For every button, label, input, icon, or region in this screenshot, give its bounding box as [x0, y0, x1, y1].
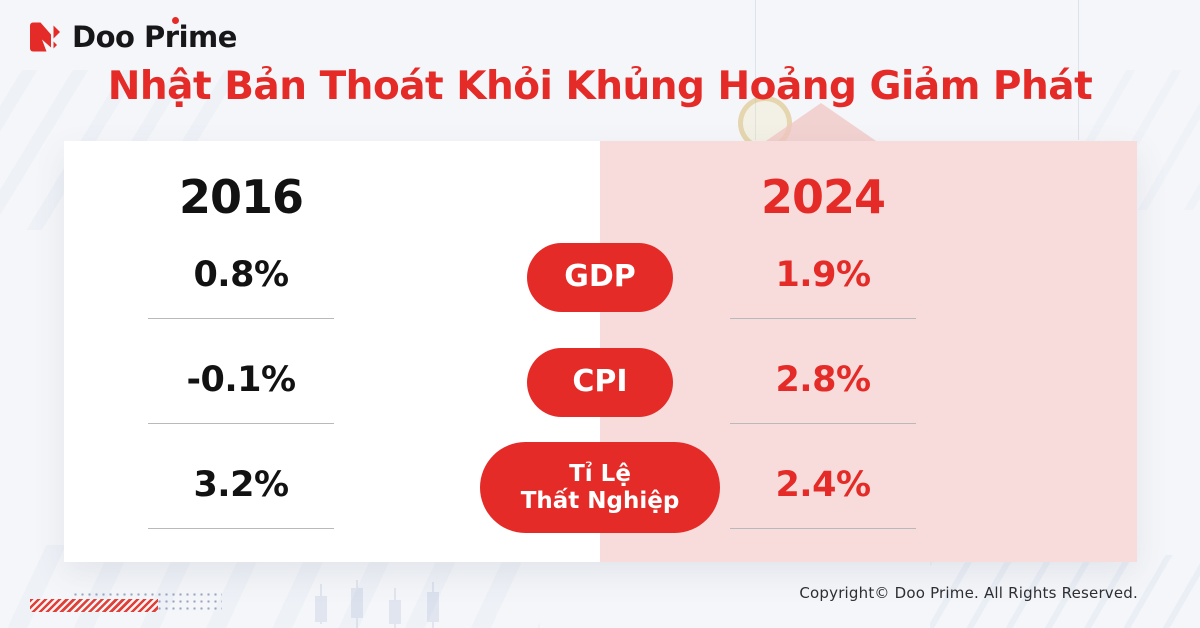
cpi-pill-label: CPI — [572, 364, 628, 400]
divider — [148, 423, 334, 424]
unemployment-pill: Tỉ Lệ Thất Nghiệp — [480, 442, 720, 533]
divider — [148, 528, 334, 529]
divider — [730, 423, 916, 424]
gdp-2016-value: 0.8% — [193, 255, 289, 295]
unemployment-pill-label-line2: Thất Nghiệp — [520, 487, 680, 514]
divider — [148, 318, 334, 319]
unemployment-2016-value: 3.2% — [193, 465, 289, 505]
divider — [730, 528, 916, 529]
doo-prime-logo-icon — [30, 22, 60, 52]
brand-name: Doo Prime — [72, 20, 237, 54]
column-2016: 2016 0.8% -0.1% 3.2% — [51, 141, 431, 562]
page-title: Nhật Bản Thoát Khỏi Khủng Hoảng Giảm Phá… — [107, 64, 1093, 109]
decorative-candlestick-chart — [305, 580, 465, 628]
unemployment-2024-value: 2.4% — [775, 465, 871, 505]
copyright-text: Copyright© Doo Prime. All Rights Reserve… — [799, 584, 1138, 602]
year-2016-header: 2016 — [178, 170, 304, 224]
decorative-vertical-line — [755, 0, 756, 140]
gdp-pill: GDP — [527, 243, 673, 312]
cpi-2024-value: 2.8% — [775, 360, 871, 400]
unemployment-pill-label-line1: Tỉ Lệ — [569, 461, 631, 488]
gdp-pill-label: GDP — [564, 259, 636, 295]
decorative-up-arrow — [763, 103, 879, 143]
gdp-2024-value: 1.9% — [775, 255, 871, 295]
cpi-2016-value: -0.1% — [186, 360, 296, 400]
column-2024: 2024 1.9% 2.8% 2.4% — [633, 141, 1013, 562]
logo-i-dot — [172, 17, 179, 24]
divider — [730, 318, 916, 319]
doo-prime-logo: Doo Prime — [30, 17, 237, 54]
year-2024-header: 2024 — [760, 170, 886, 224]
decorative-striped-bar — [30, 599, 158, 612]
cpi-pill: CPI — [527, 348, 673, 417]
decorative-vertical-line — [1078, 0, 1079, 140]
